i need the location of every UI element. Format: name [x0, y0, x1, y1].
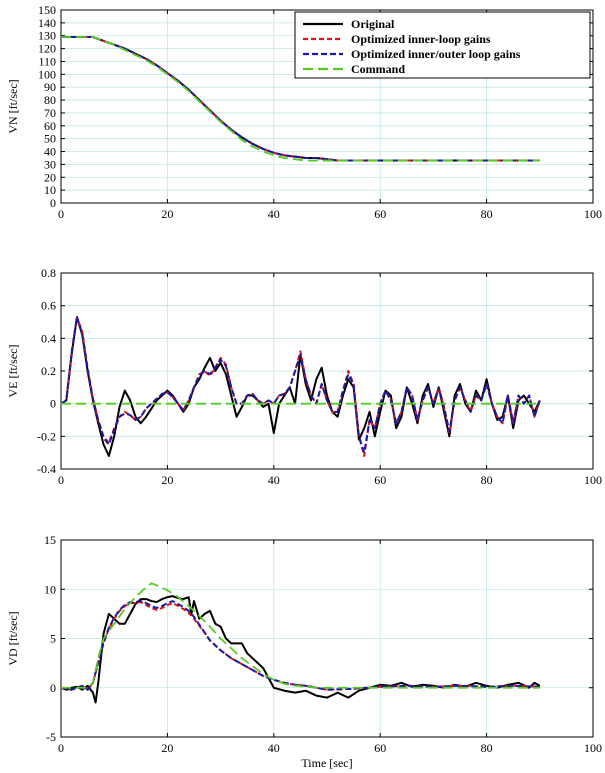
series-line-command — [61, 582, 540, 689]
y-tick-label: 0.2 — [41, 364, 56, 378]
y-tick-label: -5 — [46, 730, 56, 744]
legend-label: Optimized inner-loop gains — [351, 32, 491, 46]
series-line-original — [60, 595, 541, 704]
legend-label: Original — [351, 17, 395, 31]
plot-frame — [60, 9, 594, 204]
x-tick-label: 100 — [584, 207, 602, 221]
y-tick-label: 0.8 — [41, 266, 56, 280]
y-tick-label: 80 — [44, 93, 56, 107]
y-tick-label: 0.6 — [41, 299, 56, 313]
legend-label: Optimized inner/outer loop gains — [351, 47, 521, 61]
series-line-optimized-inner-loop-gains — [60, 601, 540, 691]
x-tick-label: 60 — [374, 207, 386, 221]
y-tick-label: 110 — [38, 54, 56, 68]
y-tick-label: 20 — [44, 170, 56, 184]
y-tick-label: 100 — [38, 67, 56, 81]
y-tick-label: 50 — [44, 132, 56, 146]
x-tick-label: 60 — [374, 741, 386, 755]
x-tick-label: 80 — [481, 473, 493, 487]
x-tick-label: 20 — [161, 741, 173, 755]
y-tick-label: 15 — [44, 533, 56, 547]
y-tick-label: 10 — [44, 183, 56, 197]
y-tick-label: 70 — [44, 106, 56, 120]
x-tick-label: 100 — [584, 473, 602, 487]
x-tick-label: 80 — [481, 207, 493, 221]
y-tick-label: 0.4 — [41, 331, 56, 345]
x-tick-label: 20 — [161, 473, 173, 487]
x-tick-label: 80 — [481, 741, 493, 755]
x-tick-label: 0 — [58, 741, 64, 755]
y-tick-label: 30 — [44, 157, 56, 171]
y-axis-label: VE [ft/sec] — [6, 345, 20, 398]
y-tick-label: 130 — [38, 29, 56, 43]
x-tick-label: 40 — [268, 473, 280, 487]
x-tick-label: 60 — [374, 473, 386, 487]
y-tick-label: 60 — [44, 119, 56, 133]
y-tick-label: 0 — [50, 397, 56, 411]
y-tick-label: 40 — [44, 145, 56, 159]
y-tick-label: -0.2 — [37, 429, 56, 443]
y-tick-label: 150 — [38, 3, 56, 17]
y-tick-label: 0 — [50, 196, 56, 210]
x-tick-label: 40 — [268, 207, 280, 221]
y-axis-label: VN [ft/sec] — [6, 79, 20, 133]
y-tick-label: 10 — [44, 582, 56, 596]
y-tick-label: 120 — [38, 42, 56, 56]
x-tick-label: 20 — [161, 207, 173, 221]
legend-label: Command — [351, 62, 405, 76]
x-tick-label: 100 — [584, 741, 602, 755]
series-line-optimized-inner-outer-loop-gains — [60, 600, 540, 691]
y-tick-label: 5 — [50, 632, 56, 646]
y-tick-label: 0 — [50, 681, 56, 695]
x-tick-label: 40 — [268, 741, 280, 755]
chart-panel-1: 0 20 40 60 80 1000102030405060708090100110120… — [6, 3, 602, 221]
y-tick-label: 90 — [44, 80, 56, 94]
x-tick-label: 0 — [58, 473, 64, 487]
y-tick-label: 140 — [38, 16, 56, 30]
x-tick-label: 0 — [58, 207, 64, 221]
legend-box — [294, 11, 591, 79]
y-axis-label: VD [ft/sec] — [6, 611, 20, 665]
chart-panel-2: 0 20 40 60 80 100 -0.4 -0.2 0 0.2 0.4 0.6 0.8 VE [ft/… — [6, 266, 602, 487]
y-tick-label: -0.4 — [37, 462, 56, 476]
series-line-command — [61, 36, 540, 162]
x-axis-label: Time [sec] — [301, 756, 352, 770]
series-line-optimized-inner-outer-loop-gains — [60, 316, 541, 454]
